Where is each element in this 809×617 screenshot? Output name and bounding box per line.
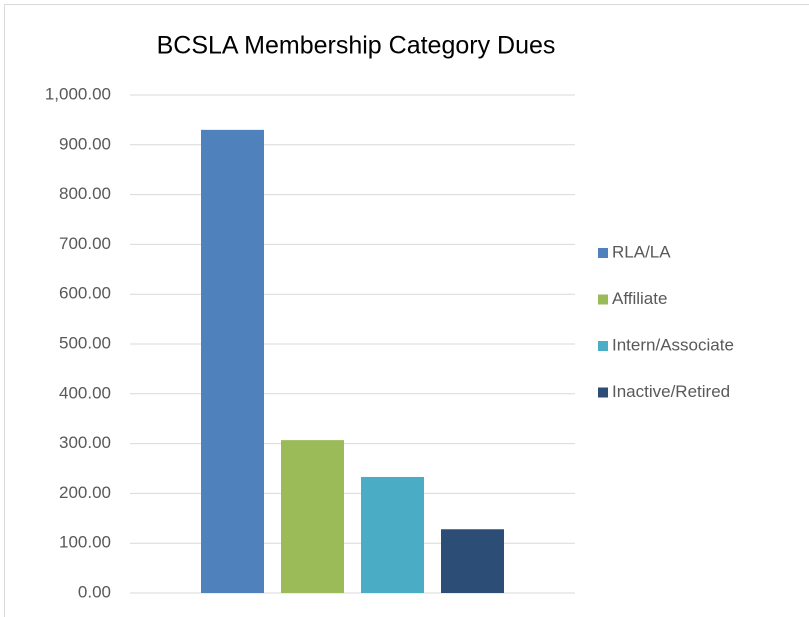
y-tick-label: 0.00 [78, 582, 111, 601]
y-tick-label: 100.00 [59, 533, 111, 552]
y-tick-label: 1,000.00 [45, 84, 111, 103]
y-tick-label: 900.00 [59, 134, 111, 153]
y-tick-label: 600.00 [59, 284, 111, 303]
y-tick-label: 400.00 [59, 383, 111, 402]
legend-label: Affiliate [612, 289, 667, 308]
y-tick-label: 800.00 [59, 184, 111, 203]
y-tick-label: 700.00 [59, 234, 111, 253]
bar [201, 129, 264, 594]
chart-title: BCSLA Membership Category Dues [157, 32, 556, 60]
legend-swatch [598, 248, 608, 258]
bar [441, 529, 504, 593]
y-tick-label: 500.00 [59, 333, 111, 352]
legend-label: RLA/LA [612, 242, 671, 261]
bar [361, 476, 424, 593]
bar [281, 440, 344, 593]
legend-swatch [598, 387, 608, 398]
y-tick-label: 200.00 [59, 483, 111, 502]
legend-swatch [598, 341, 608, 351]
y-tick-label: 300.00 [59, 433, 111, 452]
legend-label: Inactive/Retired [612, 382, 730, 401]
legend-swatch [598, 294, 608, 305]
legend-label: Intern/Associate [612, 335, 734, 354]
